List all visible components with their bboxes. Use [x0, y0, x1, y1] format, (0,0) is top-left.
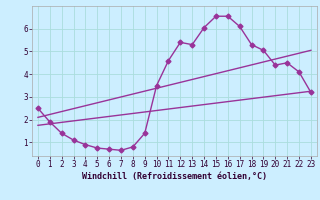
X-axis label: Windchill (Refroidissement éolien,°C): Windchill (Refroidissement éolien,°C) — [82, 172, 267, 181]
